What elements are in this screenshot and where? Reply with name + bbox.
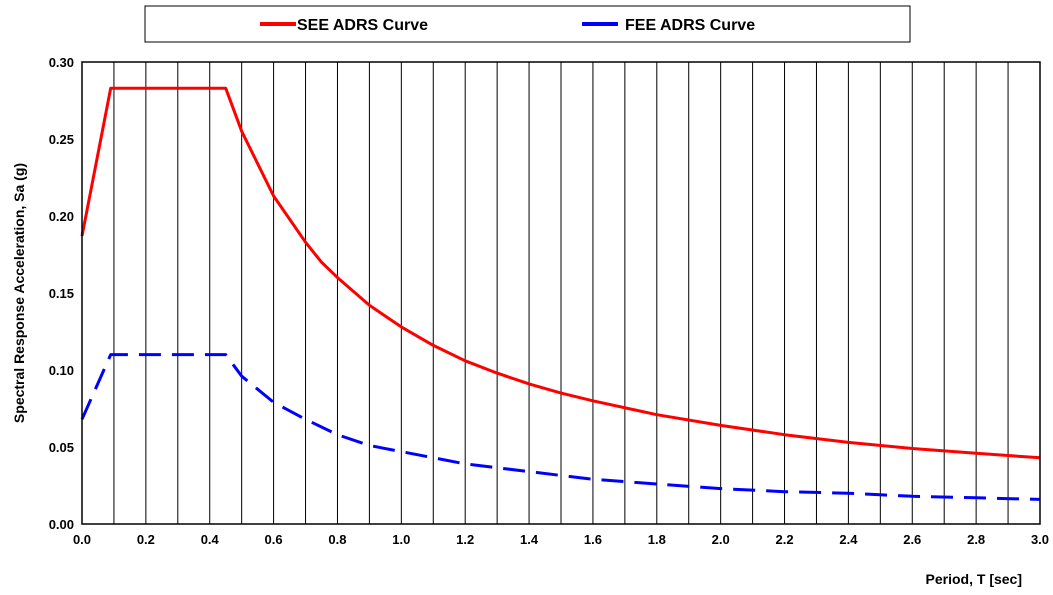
x-tick-label: 0.6 (265, 532, 283, 547)
x-tick-label: 0.4 (201, 532, 220, 547)
x-tick-label: 3.0 (1031, 532, 1049, 547)
y-tick-labels: 0.00 0.05 0.10 0.15 0.20 0.25 0.30 (49, 55, 74, 532)
y-tick-label: 0.15 (49, 286, 74, 301)
x-axis-title: Period, T [sec] (926, 571, 1022, 587)
y-tick-label: 0.10 (49, 363, 74, 378)
x-tick-label: 1.0 (392, 532, 410, 547)
x-tick-label: 1.6 (584, 532, 602, 547)
x-tick-labels: 0.0 0.2 0.4 0.6 0.8 1.0 1.2 1.4 1.6 1.8 2.0 2.2 2.4 2… (73, 532, 1049, 547)
x-tick-label: 0.0 (73, 532, 91, 547)
y-tick-label: 0.20 (49, 209, 74, 224)
y-axis-title: Spectral Response Acceleration, Sa (g) (11, 163, 27, 423)
series-lines (80, 86, 1041, 501)
x-tick-label: 1.2 (456, 532, 474, 547)
legend-label-see: SEE ADRS Curve (297, 17, 428, 34)
series-line-fee (80, 353, 1041, 501)
grid-lines (113, 62, 1009, 524)
x-tick-label: 2.2 (775, 532, 793, 547)
x-tick-label: 2.4 (839, 532, 858, 547)
x-tick-label: 1.4 (520, 532, 539, 547)
x-tick-label: 2.0 (712, 532, 730, 547)
y-tick-label: 0.05 (49, 440, 74, 455)
x-tick-label: 2.6 (903, 532, 921, 547)
x-tick-label: 0.2 (137, 532, 155, 547)
legend-box (144, 5, 911, 43)
y-tick-label: 0.25 (49, 132, 74, 147)
x-tick-label: 2.8 (967, 532, 985, 547)
plot-frame (81, 61, 1041, 525)
series-line-see (80, 86, 1041, 460)
legend-label-fee: FEE ADRS Curve (625, 17, 755, 34)
x-tick-label: 0.8 (328, 532, 346, 547)
y-tick-label: 0.00 (49, 517, 74, 532)
x-tick-label: 1.8 (648, 532, 666, 547)
y-tick-label: 0.30 (49, 55, 74, 70)
